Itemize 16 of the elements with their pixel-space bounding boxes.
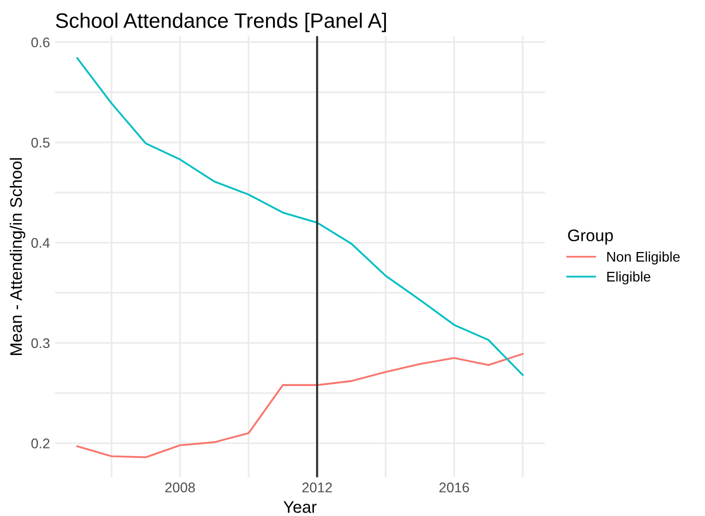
y-tick-label: 0.4 (31, 238, 50, 248)
x-tick-label: 2008 (165, 482, 195, 492)
legend-label: Non Eligible (607, 252, 680, 264)
y-tick-label: 0.6 (31, 37, 50, 48)
y-tick-label: 0.2 (31, 438, 50, 448)
line-series (76, 57, 524, 376)
x-tick-label: 2012 (302, 482, 332, 492)
y-tick-label: 0.3 (31, 338, 50, 348)
chart-title: School Attendance Trends [Panel A] (56, 12, 386, 32)
legend-title: Group (568, 229, 613, 245)
x-tick-label: 2016 (439, 482, 470, 492)
legend-label: Eligible (607, 271, 650, 284)
y-axis-title: Mean - Attending/in School (10, 158, 26, 355)
x-axis-title: Year (284, 501, 317, 513)
line-series (76, 353, 524, 458)
y-tick-label: 0.5 (31, 138, 50, 148)
